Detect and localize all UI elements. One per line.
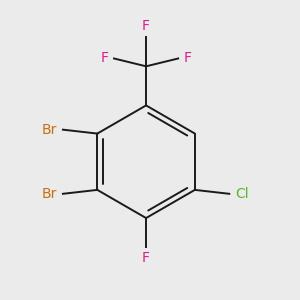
Text: F: F bbox=[142, 20, 150, 34]
Text: F: F bbox=[142, 251, 150, 265]
Text: Br: Br bbox=[41, 187, 57, 201]
Text: Cl: Cl bbox=[236, 187, 249, 201]
Text: F: F bbox=[100, 52, 109, 65]
Text: Br: Br bbox=[41, 123, 57, 137]
Text: F: F bbox=[184, 52, 192, 65]
